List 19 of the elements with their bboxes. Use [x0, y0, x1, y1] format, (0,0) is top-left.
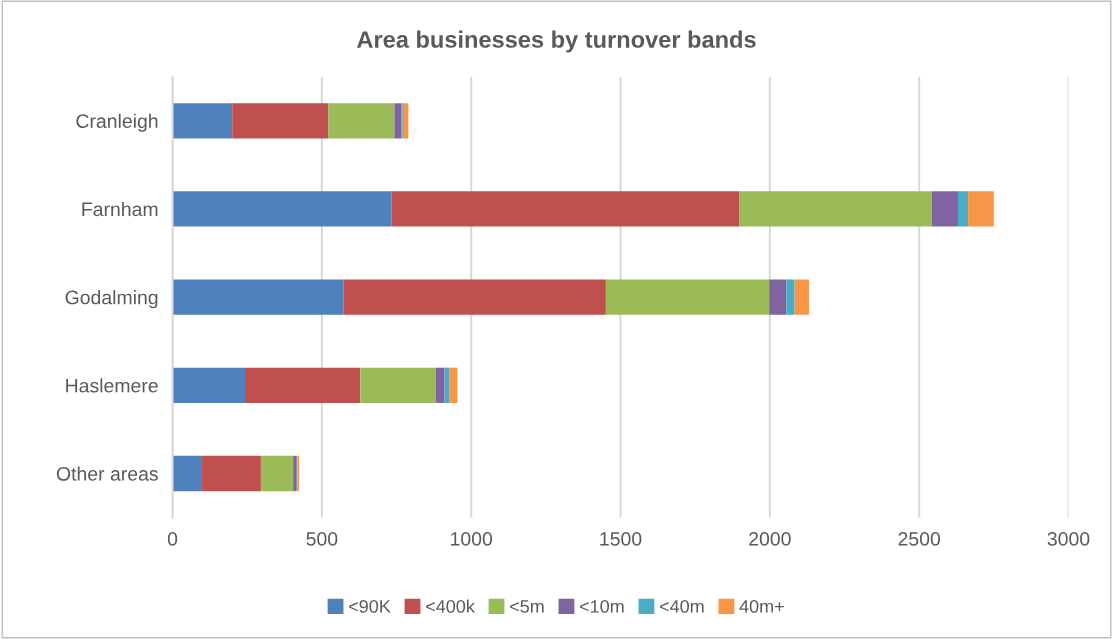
y-tick-label: Cranleigh — [76, 113, 158, 132]
chart-title: Area businesses by turnover bands — [357, 30, 756, 53]
legend-label: <400k — [426, 599, 475, 613]
x-tick-label: 1000 — [451, 531, 493, 546]
x-tick-label: 500 — [306, 531, 338, 546]
x-tick-label: 0 — [167, 531, 178, 546]
legend-label: <5m — [510, 600, 544, 613]
x-tick-label: 2500 — [898, 531, 941, 546]
y-tick-label: Haslemere — [66, 378, 158, 393]
x-tick-label: 1500 — [600, 531, 642, 546]
y-tick-label: Other areas — [56, 466, 158, 481]
y-tick-label: Godalming — [65, 290, 158, 309]
legend-label: <10m — [579, 600, 624, 613]
legend-label: <40m — [659, 600, 704, 613]
y-tick-label: Farnham — [82, 201, 158, 217]
x-tick-label: 2000 — [749, 531, 791, 546]
legend-label: 40m+ — [739, 600, 784, 613]
legend-label: <90K — [349, 600, 391, 613]
x-tick-label: 3000 — [1047, 531, 1090, 546]
